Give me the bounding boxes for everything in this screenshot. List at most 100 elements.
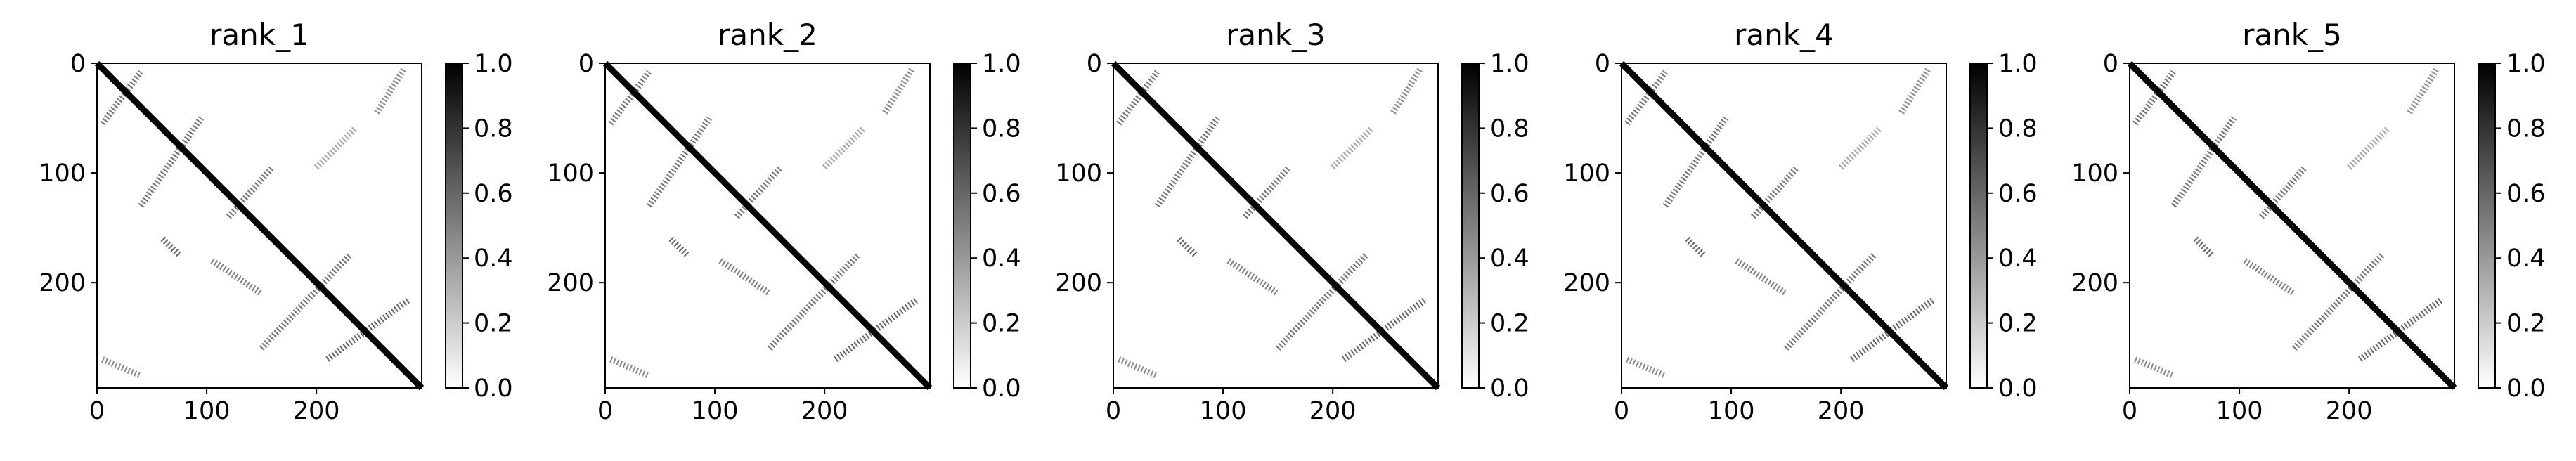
heatmap-band-8 — [2407, 67, 2440, 115]
colorbar — [445, 63, 463, 389]
heatmap-band-7 — [834, 296, 920, 363]
y-tick-label: 200 — [547, 269, 594, 297]
panel-title: rank_5 — [2242, 18, 2342, 52]
y-tick-label: 200 — [1055, 269, 1102, 297]
y-tick-label: 200 — [39, 269, 86, 297]
heatmap-band-2 — [138, 116, 204, 208]
heatmap-diagonal — [602, 60, 933, 391]
panel-title: rank_3 — [1226, 18, 1326, 52]
x-tick-label: 100 — [1708, 397, 1755, 425]
colorbar-tick-label: 0.2 — [982, 310, 1021, 338]
panel-title: rank_2 — [718, 18, 817, 52]
heatmap-diagonal — [1111, 60, 1441, 391]
colorbar-tick-label: 0.4 — [1490, 245, 1529, 273]
colorbar-tick-label: 0.6 — [982, 180, 1021, 208]
axes-frame — [604, 63, 931, 389]
heatmap-band-1 — [2132, 70, 2177, 126]
heatmap-band-5 — [1242, 165, 1292, 219]
heatmap-band-3 — [668, 236, 690, 258]
colorbar-tick-label: 0.6 — [474, 180, 513, 208]
y-tick-label: 100 — [1055, 160, 1102, 188]
heatmap-band-7 — [325, 296, 412, 363]
heatmap-band-4 — [718, 258, 772, 297]
heatmap-band-4 — [2243, 258, 2296, 297]
colorbar-tick-label: 1.0 — [982, 50, 1021, 78]
panel-2: rank_2 0 100 200 0 100 200 0.0 0.2 0.4 0.6 0.8 1.0 — [547, 18, 1021, 425]
heatmap-band-5 — [1750, 165, 1800, 219]
heatmap-band-1 — [100, 70, 144, 126]
colorbar-tick-label: 0.0 — [982, 375, 1021, 403]
heatmap-band-1 — [608, 70, 652, 126]
colorbar-tick-label: 1.0 — [2506, 50, 2546, 78]
axes-frame — [1621, 63, 1947, 389]
colorbar-tick-label: 0.0 — [474, 375, 513, 403]
x-tick-label: 0 — [597, 397, 613, 425]
panel-4: rank_4 0 100 200 0 100 200 0.0 0.2 0.4 0.6 0.8 1.0 — [1563, 18, 2037, 425]
heatmap-band-6 — [259, 253, 352, 351]
axes-frame — [1113, 63, 1439, 389]
colorbar-tick-label: 0.2 — [474, 310, 513, 338]
colorbar-tick-label: 1.0 — [474, 50, 513, 78]
heatmap-band-3 — [160, 236, 182, 258]
panel-5: rank_5 0 100 200 0 100 200 0.0 0.2 0.4 0.6 0.8 1.0 — [2071, 18, 2545, 425]
panel-title: rank_1 — [209, 18, 309, 52]
heatmap-band-4 — [1226, 258, 1280, 297]
axes-frame — [2129, 63, 2455, 389]
y-tick-label: 0 — [2103, 50, 2118, 78]
colorbar — [1461, 63, 1480, 389]
heatmap-band-6 — [767, 253, 860, 351]
x-tick-label: 0 — [89, 397, 105, 425]
colorbar-tick-label: 0.4 — [1998, 245, 2038, 273]
heatmap-band-2 — [646, 116, 712, 208]
heatmap-band-8 — [1390, 67, 1423, 115]
axes-frame — [96, 63, 422, 389]
y-tick-label: 200 — [2071, 269, 2118, 297]
colorbar-tick-label: 0.8 — [1998, 115, 2038, 143]
colorbar — [2478, 63, 2496, 389]
heatmap-band-6 — [2291, 253, 2385, 351]
heatmap-band-1 — [1116, 70, 1160, 126]
heatmap-diagonal — [94, 60, 425, 391]
y-tick-label: 0 — [70, 50, 86, 78]
x-tick-label: 200 — [1818, 397, 1865, 425]
x-tick-label: 200 — [2326, 397, 2373, 425]
panel-1: rank_1 0 100 200 0 100 200 0.0 0.2 0.4 0.6 0.8 1.0 — [39, 18, 512, 425]
heatmap-band-4 — [1735, 258, 1788, 297]
colorbar — [953, 63, 971, 389]
colorbar-tick-label: 0.2 — [1998, 310, 2038, 338]
heatmap-band-2 — [2170, 116, 2237, 208]
colorbar — [1969, 63, 1988, 389]
colorbar-tick-label: 0.6 — [1998, 180, 2038, 208]
colorbar-tick-label: 1.0 — [1490, 50, 1529, 78]
y-tick-label: 100 — [547, 160, 594, 188]
colorbar-tick-label: 0.0 — [2506, 375, 2546, 403]
x-tick-label: 200 — [293, 397, 340, 425]
heatmap-band-6 — [1783, 253, 1877, 351]
y-tick-label: 100 — [2071, 160, 2118, 188]
panel-title: rank_4 — [1734, 18, 1834, 52]
heatmap-band-8 — [882, 67, 915, 115]
heatmap-band-1 — [1624, 70, 1669, 126]
heatmap-band-5 — [734, 165, 784, 219]
y-tick-label: 0 — [578, 50, 594, 78]
y-tick-label: 0 — [1595, 50, 1610, 78]
colorbar-tick-label: 0.8 — [1490, 115, 1529, 143]
colorbar-tick-label: 0.4 — [474, 245, 513, 273]
heatmap-diagonal — [1619, 60, 1949, 391]
heatmap-band-8 — [1898, 67, 1931, 115]
heatmap-band-2 — [1154, 116, 1220, 208]
y-tick-label: 0 — [1087, 50, 1102, 78]
heatmap-diagonal — [2127, 60, 2457, 391]
x-tick-label: 100 — [2216, 397, 2263, 425]
y-tick-label: 200 — [1563, 269, 1610, 297]
heatmap-band-3 — [1685, 236, 1707, 258]
colorbar-tick-label: 0.4 — [982, 245, 1021, 273]
colorbar-tick-label: 0.2 — [1490, 310, 1529, 338]
x-tick-label: 100 — [183, 397, 231, 425]
heatmap-band-7 — [1342, 296, 1428, 363]
x-tick-label: 0 — [1106, 397, 1121, 425]
heatmap-band-4 — [210, 258, 264, 297]
colorbar-tick-label: 1.0 — [1998, 50, 2038, 78]
colorbar-tick-label: 0.0 — [1490, 375, 1529, 403]
heatmap-band-5 — [2258, 165, 2308, 219]
